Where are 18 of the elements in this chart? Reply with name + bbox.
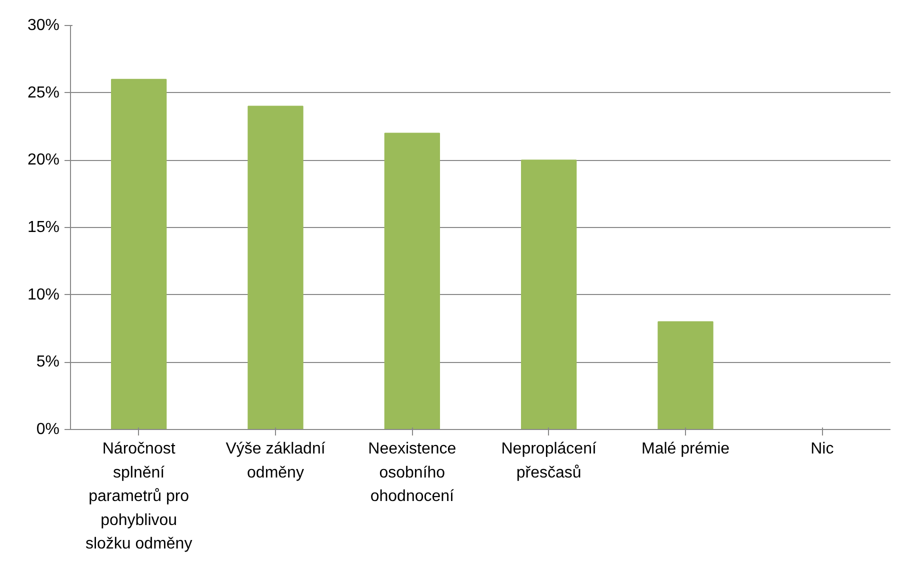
x-tick-label: Neexistence osobního ohodnocení <box>368 440 456 506</box>
bar <box>521 160 577 430</box>
y-tick-label: 25% <box>27 84 60 102</box>
x-tick-label: Neproplácení přesčasů <box>501 440 597 482</box>
y-tick-label: 20% <box>27 152 60 169</box>
bar <box>384 132 440 430</box>
bar <box>658 321 714 430</box>
x-tick-label: Náročnost splnění parametrů pro pohyblivou složku odměny <box>85 440 192 553</box>
y-tick-label: 5% <box>36 354 60 371</box>
bar <box>248 106 304 430</box>
y-tick-label: 30% <box>27 17 60 34</box>
x-tick-label: Nic <box>810 440 834 458</box>
x-tick-label: Malé prémie <box>641 440 730 458</box>
y-tick-label: 15% <box>27 219 60 236</box>
x-tick-label: Výše základní odměny <box>226 440 326 482</box>
bar <box>111 78 167 430</box>
y-tick-label: 10% <box>27 286 60 304</box>
y-tick-label: 0% <box>36 421 60 438</box>
